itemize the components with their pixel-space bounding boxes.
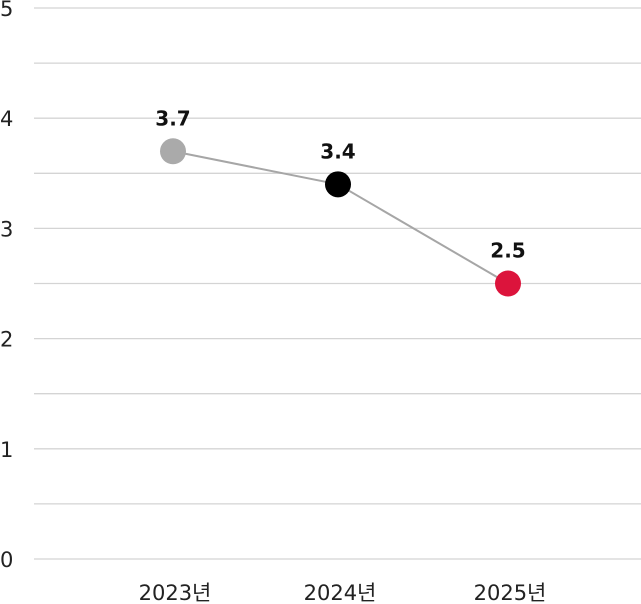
data-label: 3.4 xyxy=(320,139,355,163)
data-point xyxy=(160,138,186,165)
series-line xyxy=(172,150,509,285)
y-axis-ticks: 0 1 2 3 4 5 xyxy=(0,0,13,572)
x-tick-label: 2023년 xyxy=(139,581,212,604)
data-label: 2.5 xyxy=(490,239,525,263)
data-point xyxy=(495,270,521,297)
data-points xyxy=(160,138,521,297)
y-tick-label: 4 xyxy=(0,107,13,131)
x-axis-ticks: 2023년 2024년 2025년 xyxy=(139,581,547,604)
data-label: 3.7 xyxy=(155,106,190,130)
y-tick-label: 0 xyxy=(0,548,13,572)
data-labels: 3.7 3.4 2.5 xyxy=(155,106,525,262)
y-tick-label: 3 xyxy=(0,217,13,241)
y-tick-label: 1 xyxy=(0,438,13,462)
x-tick-label: 2025년 xyxy=(474,581,547,604)
x-tick-label: 2024년 xyxy=(304,581,377,604)
data-point xyxy=(325,171,351,198)
gridlines xyxy=(34,7,641,560)
y-tick-label: 2 xyxy=(0,328,13,352)
y-tick-label: 5 xyxy=(0,0,13,21)
